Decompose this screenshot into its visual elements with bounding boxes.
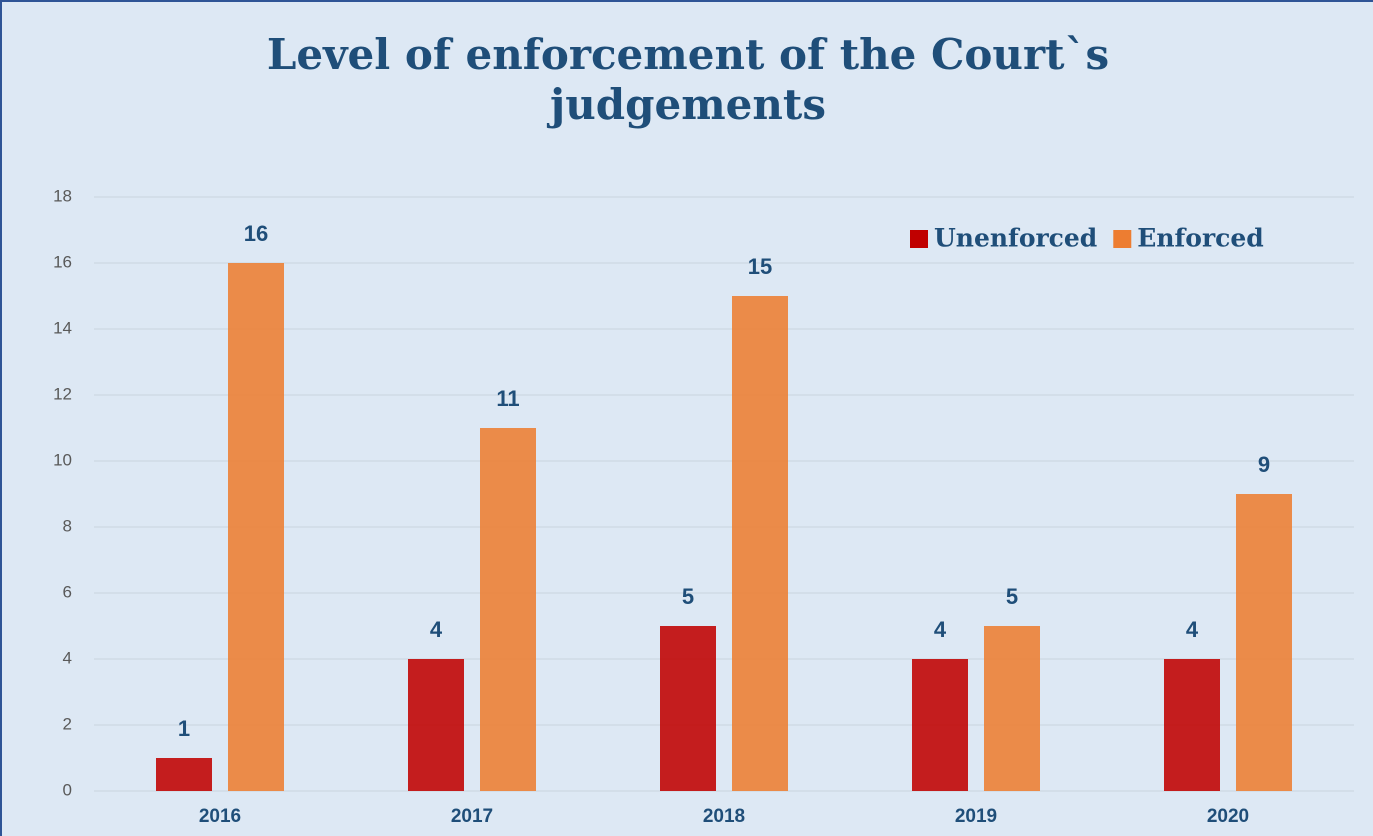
data-label: 5 — [682, 584, 694, 609]
y-tick-label: 18 — [53, 186, 72, 205]
data-label: 4 — [934, 617, 947, 642]
y-tick-label: 10 — [53, 450, 72, 469]
y-tick-label: 0 — [63, 780, 72, 799]
data-label: 5 — [1006, 584, 1018, 609]
y-tick-label: 2 — [63, 714, 72, 733]
bar — [1236, 494, 1292, 791]
y-tick-label: 8 — [63, 516, 72, 535]
data-label: 4 — [430, 617, 443, 642]
x-tick-label: 2018 — [703, 806, 745, 827]
y-tick-label: 4 — [63, 648, 72, 667]
bar — [156, 758, 212, 791]
bar — [984, 626, 1040, 791]
legend-label: Enforced — [1137, 224, 1263, 253]
bar — [660, 626, 716, 791]
bar — [1164, 659, 1220, 791]
bar — [480, 428, 536, 791]
y-tick-label: 6 — [63, 582, 72, 601]
data-label: 16 — [244, 221, 268, 246]
data-label: 9 — [1258, 452, 1270, 477]
bar — [408, 659, 464, 791]
data-label: 15 — [748, 254, 772, 279]
x-tick-label: 2019 — [955, 806, 997, 827]
y-tick-label: 14 — [53, 318, 72, 337]
bar — [912, 659, 968, 791]
bar — [732, 296, 788, 791]
data-label: 4 — [1186, 617, 1199, 642]
data-label: 1 — [178, 716, 190, 741]
chart-title: Level of enforcement of the Court`s judg… — [266, 30, 1110, 129]
x-tick-label: 2016 — [199, 806, 241, 827]
legend-swatch — [910, 230, 928, 248]
y-tick-label: 16 — [53, 252, 72, 271]
data-label: 11 — [496, 386, 519, 411]
bar — [228, 263, 284, 791]
y-tick-label: 12 — [53, 384, 72, 403]
legend-swatch — [1113, 230, 1132, 248]
legend-label: Unenforced — [934, 224, 1097, 253]
x-tick-label: 2017 — [451, 806, 493, 827]
x-tick-label: 2020 — [1207, 806, 1249, 827]
